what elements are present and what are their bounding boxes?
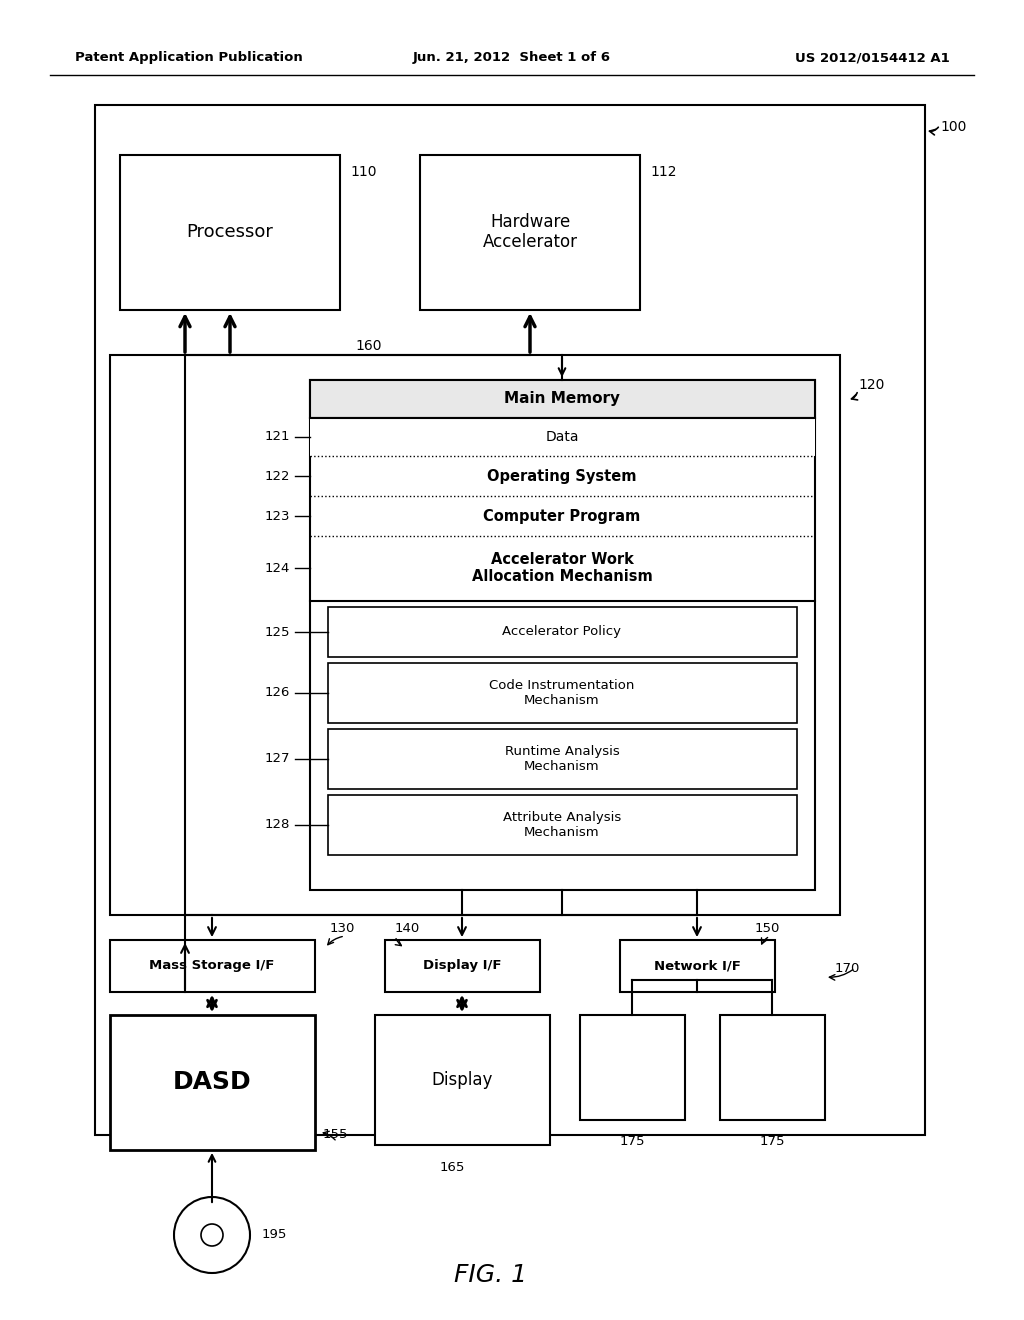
Text: 160: 160 [355, 339, 382, 352]
Text: Code Instrumentation
Mechanism: Code Instrumentation Mechanism [489, 678, 635, 708]
Text: 175: 175 [620, 1135, 645, 1148]
Text: 120: 120 [858, 378, 885, 392]
Text: 170: 170 [835, 962, 860, 975]
Bar [720, 1015, 825, 1119]
Text: Display: Display [431, 1071, 493, 1089]
Text: Mass Storage I/F: Mass Storage I/F [150, 960, 274, 973]
Text: Processor: Processor [186, 223, 273, 242]
Bar [328, 795, 797, 855]
Bar [110, 1015, 315, 1150]
Text: Runtime Analysis
Mechanism: Runtime Analysis Mechanism [505, 744, 620, 774]
Text: Hardware
Accelerator: Hardware Accelerator [482, 213, 578, 251]
Text: 110: 110 [350, 165, 377, 180]
Text: 195: 195 [262, 1229, 288, 1242]
Text: 112: 112 [650, 165, 677, 180]
Text: Accelerator Policy: Accelerator Policy [503, 626, 622, 639]
Bar [310, 418, 815, 455]
Text: 165: 165 [439, 1162, 465, 1173]
Text: 155: 155 [323, 1129, 348, 1142]
Bar [375, 1015, 550, 1144]
Bar [328, 663, 797, 723]
Bar [110, 355, 840, 915]
Text: 175: 175 [759, 1135, 784, 1148]
Text: 127: 127 [264, 752, 290, 766]
Bar [95, 106, 925, 1135]
Text: Attribute Analysis
Mechanism: Attribute Analysis Mechanism [503, 810, 622, 840]
Text: Data: Data [545, 430, 579, 444]
Text: FIG. 1: FIG. 1 [454, 1263, 526, 1287]
Text: Accelerator Work
Allocation Mechanism: Accelerator Work Allocation Mechanism [472, 552, 652, 585]
Text: 130: 130 [330, 921, 355, 935]
Text: Display I/F: Display I/F [423, 960, 502, 973]
Bar [120, 154, 340, 310]
Text: 150: 150 [755, 921, 780, 935]
Text: Network I/F: Network I/F [653, 960, 740, 973]
Bar [328, 607, 797, 657]
Text: 123: 123 [264, 510, 290, 523]
Bar [385, 940, 540, 993]
Text: 128: 128 [264, 818, 290, 832]
Bar [420, 154, 640, 310]
Text: 122: 122 [264, 470, 290, 483]
Bar [110, 940, 315, 993]
Bar [580, 1015, 685, 1119]
Text: Patent Application Publication: Patent Application Publication [75, 51, 303, 65]
Bar [310, 380, 815, 890]
Text: Operating System: Operating System [487, 469, 637, 483]
Text: Jun. 21, 2012  Sheet 1 of 6: Jun. 21, 2012 Sheet 1 of 6 [413, 51, 611, 65]
Text: 126: 126 [264, 686, 290, 700]
Text: 100: 100 [940, 120, 967, 135]
Bar [620, 940, 775, 993]
Bar [310, 380, 815, 418]
Text: Computer Program: Computer Program [483, 508, 641, 524]
Bar [328, 729, 797, 789]
Text: 140: 140 [395, 921, 420, 935]
Text: 125: 125 [264, 626, 290, 639]
Text: Main Memory: Main Memory [504, 392, 620, 407]
Text: 121: 121 [264, 430, 290, 444]
Text: 124: 124 [264, 561, 290, 574]
Text: US 2012/0154412 A1: US 2012/0154412 A1 [796, 51, 950, 65]
Text: DASD: DASD [173, 1071, 251, 1094]
